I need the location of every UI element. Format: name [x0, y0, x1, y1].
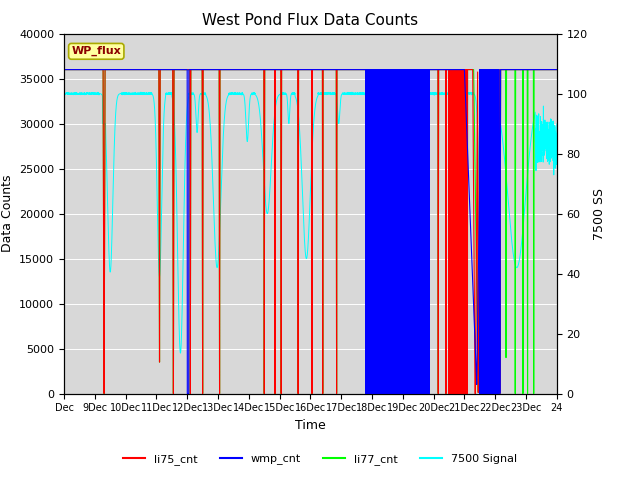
Legend: li75_cnt, wmp_cnt, li77_cnt, 7500 Signal: li75_cnt, wmp_cnt, li77_cnt, 7500 Signal — [118, 450, 522, 469]
Text: WP_flux: WP_flux — [72, 46, 121, 57]
Title: West Pond Flux Data Counts: West Pond Flux Data Counts — [202, 13, 419, 28]
Y-axis label: Data Counts: Data Counts — [1, 175, 13, 252]
X-axis label: Time: Time — [295, 419, 326, 432]
Y-axis label: 7500 SS: 7500 SS — [593, 188, 606, 240]
